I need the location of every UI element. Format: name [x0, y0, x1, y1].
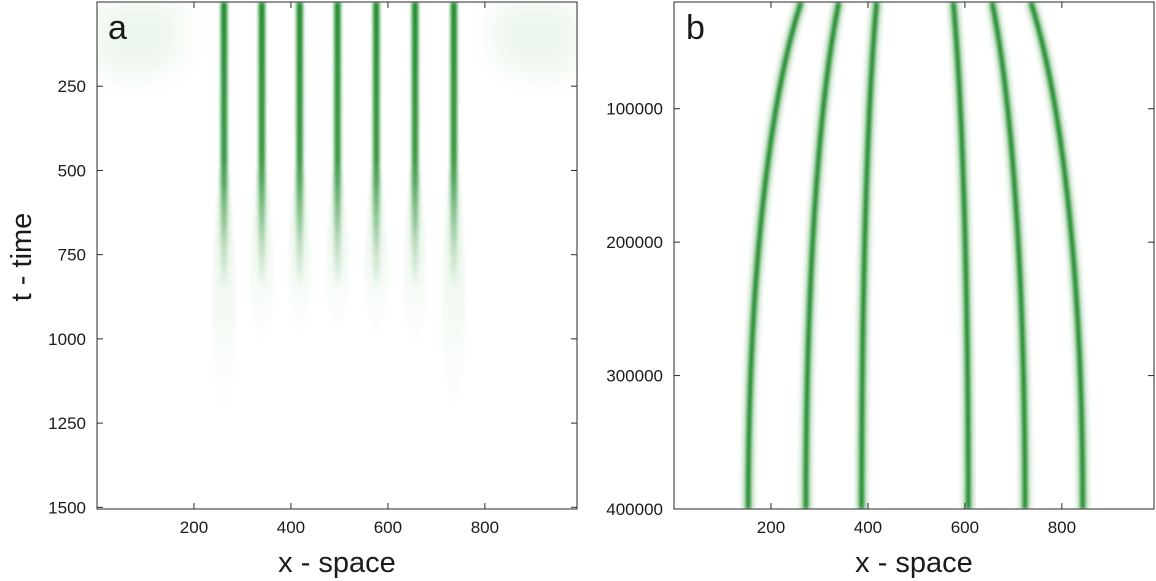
y-tick-label: 500	[58, 161, 86, 180]
wash-left	[97, 2, 182, 76]
panel-b-frame	[673, 1, 1155, 510]
x-tick-label: 200	[180, 518, 208, 537]
x-tick-label: 200	[757, 518, 785, 537]
x-tick-label: 400	[854, 518, 882, 537]
y-tick-label: 300000	[606, 367, 663, 386]
stripe-a-1	[212, 2, 236, 413]
stripe-a-core	[373, 2, 380, 289]
stripe-a-6	[403, 2, 427, 353]
y-tick-label: 1250	[48, 414, 86, 433]
stripe-b-3	[854, 2, 884, 509]
panel-a-initial-wash	[97, 2, 577, 76]
stripe-a-core	[220, 2, 228, 289]
panel-b: 200 400 600 800 100000 200000 300000 400000 b x…	[606, 1, 1155, 579]
y-tick-label: 100000	[606, 100, 663, 119]
stripe-a-5	[365, 2, 388, 343]
stripe-a-3	[288, 2, 311, 339]
stripe-b-core	[859, 2, 880, 509]
x-tick-label: 600	[951, 518, 979, 537]
stripe-b-core	[803, 2, 842, 509]
stripe-a-core	[450, 2, 458, 289]
panel-a-y-axis-label: t - time	[6, 213, 38, 302]
panel-a-plot-area	[97, 2, 577, 413]
stripe-a-core	[296, 2, 303, 289]
y-tick-label: 1500	[48, 498, 86, 517]
y-tick-label: 400000	[606, 500, 663, 519]
stripe-a-7	[442, 2, 466, 413]
panel-b-ticks: 200 400 600 800 100000 200000 300000 400000	[606, 2, 1154, 537]
stripe-b-core	[989, 2, 1028, 509]
panel-a: 200 400 600 800 250 500 750 1000 1250 1500 a x - …	[6, 1, 578, 579]
stripe-a-core	[258, 2, 266, 289]
x-tick-label: 400	[277, 518, 305, 537]
wash-right	[494, 2, 577, 76]
stripe-b-5	[946, 2, 976, 509]
panel-a-label: a	[108, 9, 127, 47]
y-tick-label: 750	[58, 246, 86, 265]
x-tick-label: 600	[374, 518, 402, 537]
stripe-b-6	[985, 2, 1033, 509]
stripe-b-core	[950, 2, 971, 509]
panel-b-x-axis-label: x - space	[855, 547, 973, 579]
stripe-a-2	[250, 2, 274, 349]
stripe-a-tail	[442, 170, 466, 413]
stripe-a-core	[334, 2, 341, 289]
stripe-a-tail	[212, 170, 236, 413]
stripe-b-2	[798, 2, 846, 509]
panel-a-frame	[96, 1, 578, 510]
stripe-b-1	[741, 2, 808, 509]
stripe-a-core	[411, 2, 419, 289]
y-tick-label: 200000	[606, 233, 663, 252]
x-tick-label: 800	[1048, 518, 1076, 537]
stripe-b-core	[745, 2, 804, 509]
x-tick-label: 800	[471, 518, 499, 537]
panel-a-x-axis-label: x - space	[278, 547, 396, 579]
panel-b-plot-area	[741, 2, 1090, 509]
stripe-b-7	[1024, 2, 1090, 509]
stripe-a-4	[326, 2, 349, 336]
stripe-b-core	[1028, 2, 1086, 509]
y-tick-label: 1000	[48, 330, 86, 349]
panel-a-ticks: 200 400 600 800 250 500 750 1000 1250 1500	[48, 2, 577, 537]
panel-b-label: b	[686, 9, 705, 47]
y-tick-label: 250	[58, 77, 86, 96]
